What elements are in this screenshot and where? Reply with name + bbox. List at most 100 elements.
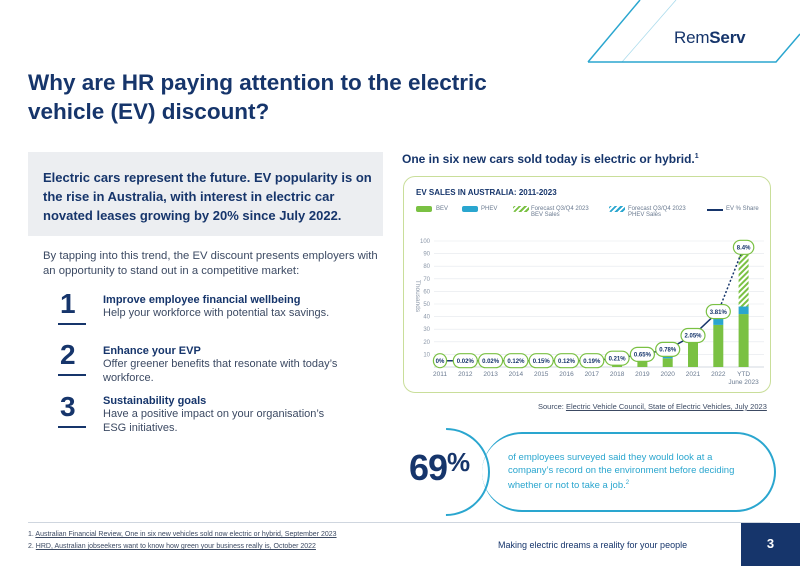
x-tick-label: 2019 [635,371,650,378]
stat-text: of employees surveyed said they would lo… [508,452,735,492]
ev-share-label-bubble [553,353,580,369]
ev-share-label-bubble [432,353,448,369]
ev-share-label-bubble [732,239,755,255]
chart-source: Source: Electric Vehicle Council, State … [538,402,767,411]
y-axis-label: Thousands [414,280,421,313]
point-2-text: Offer greener benefits that resonate wit… [103,358,338,384]
legend-label-ev-share: EV % Share [726,206,759,212]
point-1-text: Help your workforce with potential tax s… [103,307,330,319]
bar-bev [688,342,698,367]
point-2-heading: Enhance your EVP [103,345,201,357]
bar-bev [738,314,749,367]
footer-divider [28,522,770,523]
bar-phev [713,317,724,325]
footnote-2: 2. HRD, Australian jobseekers want to kn… [28,543,316,550]
y-tick-label: 100 [420,239,431,245]
ev-share-label: 0.02% [482,359,500,365]
x-tick-label: 2018 [610,371,625,378]
ev-share-label: 0.78% [659,348,677,354]
page-title: Why are HR paying attention to the elect… [28,70,487,124]
x-tick-label: 2022 [711,371,726,378]
ev-share-label: 0.65% [634,353,652,359]
legend-swatch-ev-share [707,209,723,211]
page-number: 3 [766,536,775,551]
intro-text: Electric cars represent the future. EV p… [43,170,372,223]
bar-phev [662,356,673,359]
ev-share-label-bubble [655,341,681,357]
point-3-text: Have a positive impact on your organisat… [103,408,325,434]
ev-share-label: 0.02% [457,359,475,365]
footnote-1: 1. Australian Financial Review, One in s… [28,531,337,538]
x-tick-label: 2021 [686,371,701,378]
tagline: Making electric dreams a reality for you… [498,540,688,550]
ev-share-label: 2.05% [684,334,702,340]
y-tick-label: 50 [423,302,430,308]
x-tick-label: 2014 [509,371,524,378]
legend-swatch-forecast-bev [513,206,529,212]
ev-share-label-bubble [452,353,478,369]
y-tick-label: 80 [423,264,430,270]
ev-share-label-bubble [604,350,630,366]
ev-share-label: 3.81% [710,310,728,316]
ev-share-label-bubble [629,346,656,362]
footnote-2-link[interactable]: HRD, Australian jobseekers want to know … [35,543,316,550]
point-3-divider [58,426,86,428]
footnote-1-link[interactable]: Australian Financial Review, One in six … [35,531,337,538]
bar-bev [612,365,623,367]
x-tick-label: 2012 [458,371,473,378]
legend-label-bev: BEV [436,206,449,212]
stat-number: 69% [409,447,470,488]
x-tick-label: 2020 [660,371,675,378]
x-tick-sublabel: June 2023 [728,379,759,386]
ev-share-forecast-line [717,247,745,312]
ev-share-label: 0.19% [583,359,601,365]
ev-share-label: 0.12% [507,359,525,365]
legend-label-forecast-phev: Forecast Q3/Q4 2023 PHEV Sales [628,206,686,218]
ev-share-label-bubble [579,353,605,369]
ev-share-label: 0% [436,359,445,365]
intro-box [28,152,383,236]
x-tick-label: 2016 [559,371,574,378]
x-tick-label: 2017 [585,371,600,378]
point-3-heading: Sustainability goals [103,395,207,407]
ev-share-label-bubble [705,303,731,320]
y-tick-label: 20 [423,340,430,346]
legend-label-phev: PHEV [481,206,498,212]
x-tick-label: 2013 [483,371,498,378]
point-2-divider [58,374,86,376]
legend-swatch-bev [416,206,432,212]
x-tick-label: 2011 [433,371,447,378]
ev-share-label-bubble [528,353,554,369]
legend-swatch-forecast-phev [609,206,625,212]
ev-share-label: 8.4% [737,246,751,252]
bar-forecast-bev [738,253,749,307]
bar-bev [662,358,673,367]
ev-share-label: 0.12% [558,359,576,365]
y-tick-label: 70 [423,277,430,283]
legend-label-forecast-bev: Forecast Q3/Q4 2023 BEV Sales [531,206,589,218]
y-tick-label: 10 [423,352,430,358]
ev-share-label: 0.21% [609,356,627,362]
bar-bev [637,358,648,367]
y-tick-label: 90 [423,252,430,258]
source-link[interactable]: Electric Vehicle Council, State of Elect… [565,402,767,411]
x-tick-label: YTD [737,371,750,378]
body-text: By tapping into this trend, the EV disco… [43,250,378,277]
bar-phev [738,306,749,315]
point-1-heading: Improve employee financial wellbeing [103,294,301,306]
chart-title: EV SALES IN AUSTRALIA: 2011-2023 [416,188,557,197]
bar-bev [713,324,724,367]
chart-heading: One in six new cars sold today is electr… [402,152,699,166]
ev-share-label: 0.15% [533,359,551,365]
x-tick-label: 2015 [534,371,549,378]
ev-share-label-bubble [478,353,504,369]
stat-callout-frame [482,432,776,512]
y-tick-label: 60 [423,289,430,295]
ev-share-label-bubble [503,353,529,369]
ev-sales-chart: 10 20 30 40 50 60 70 80 90 100 Thousands 2011 2012 2… [414,239,764,386]
y-tick-label: 30 [423,327,430,333]
point-3-number: 3 [60,391,76,422]
point-1-divider [58,323,86,325]
point-2-number: 2 [60,339,76,370]
